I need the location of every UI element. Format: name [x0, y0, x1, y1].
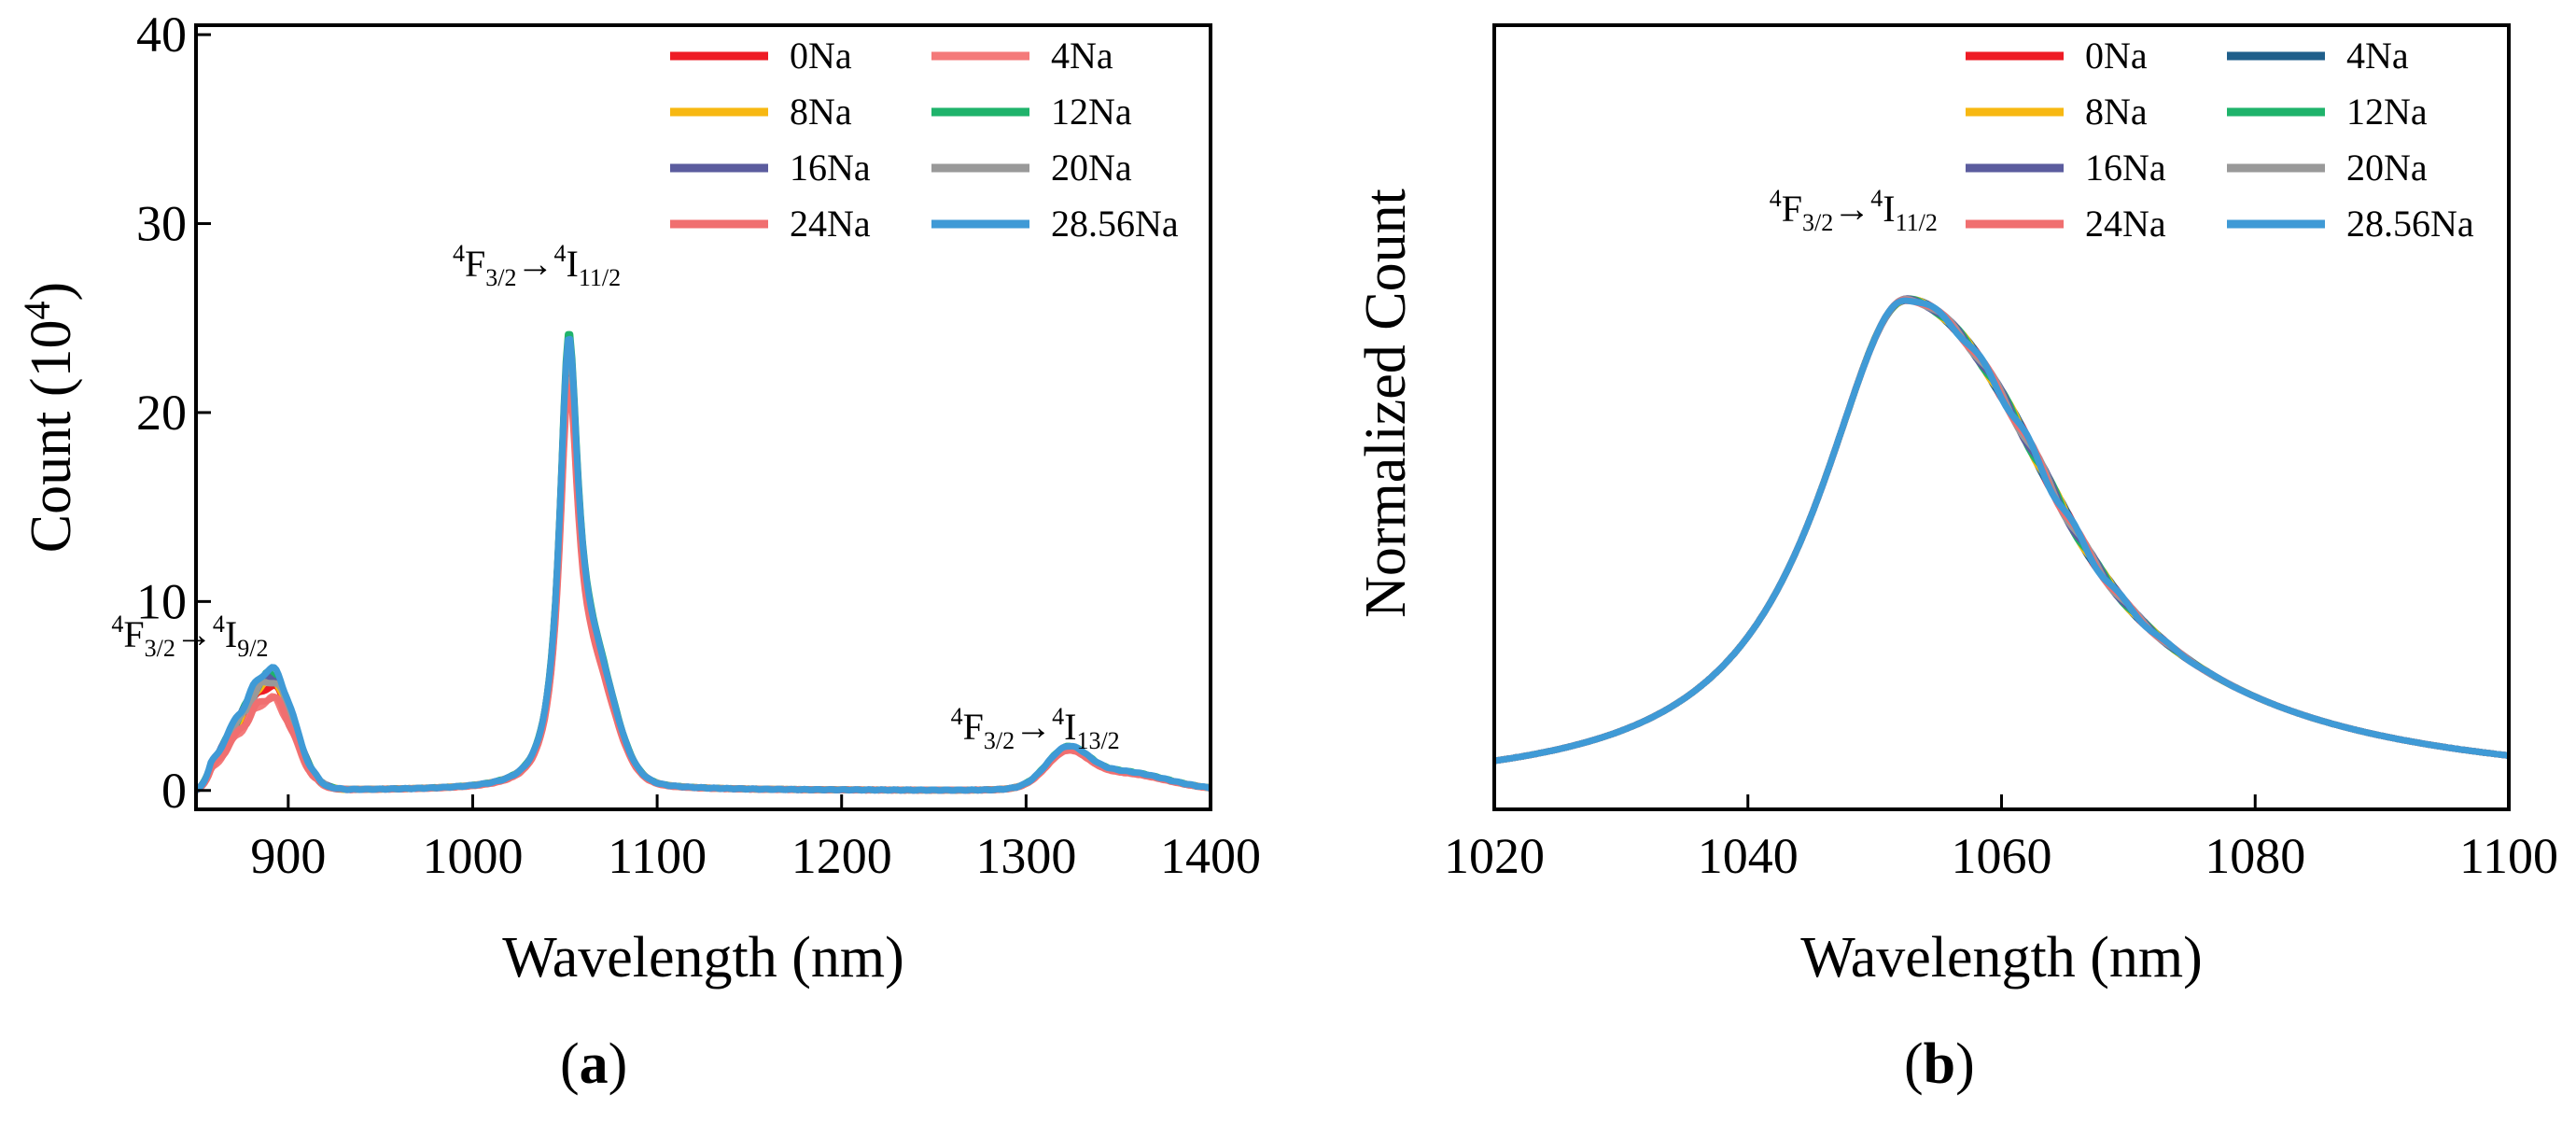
legend-label-20Na: 20Na [2346, 147, 2428, 189]
x-tick-label: 1100 [608, 828, 707, 884]
y-tick-label: 20 [136, 385, 187, 441]
label-arrow: → [1833, 188, 1870, 230]
legend-label-12Na: 12Na [2346, 91, 2428, 133]
legend-label-24Na: 24Na [790, 203, 871, 245]
label-subscript: 11/2 [1896, 209, 1938, 236]
legend-label-20Na: 20Na [1051, 147, 1132, 189]
y-axis-label: Normalized Count [1354, 189, 1418, 618]
series-line-16Na [1492, 295, 2511, 765]
caption-b: (b) [1904, 1032, 1975, 1096]
label-superscript: 4 [1770, 185, 1782, 212]
series-line-28.56Na [1492, 297, 2511, 765]
transition-label-0-2: 4F3/2→4I13/2 [951, 703, 1120, 754]
label-arrow: → [175, 613, 213, 655]
label-subscript: 11/2 [579, 264, 621, 291]
series-line-4Na [1492, 296, 2511, 765]
label-term: F [123, 613, 144, 655]
x-tick-label: 900 [250, 828, 326, 884]
legend-label-24Na: 24Na [2085, 203, 2166, 245]
label-term: I [1064, 706, 1076, 748]
y-label-close: ) [20, 282, 83, 302]
legend-label-8Na: 8Na [790, 91, 852, 133]
x-tick-label: 1300 [975, 828, 1076, 884]
legend-label-28.56Na: 28.56Na [1051, 203, 1179, 245]
label-term: I [1883, 188, 1895, 230]
x-axis-label: Wavelength (nm) [1800, 926, 2203, 990]
x-tick-label: 1100 [2459, 828, 2558, 884]
label-arrow: → [517, 243, 554, 285]
series-line-12Na [1492, 295, 2511, 765]
transition-label-0-0: 4F3/2→4I9/2 [111, 611, 268, 662]
caption-b-letter: b [1923, 1032, 1956, 1096]
label-subscript: 3/2 [1802, 209, 1833, 236]
series-line-28.56Na [193, 335, 1212, 794]
legend-label-4Na: 4Na [1051, 35, 1113, 77]
label-superscript: 4 [213, 611, 225, 638]
legend-label-16Na: 16Na [790, 147, 871, 189]
series-line-24Na [1492, 296, 2511, 765]
x-tick-label: 1080 [2205, 828, 2305, 884]
label-term: F [1782, 188, 1802, 230]
legend-label-0Na: 0Na [790, 35, 852, 77]
legend-label-16Na: 16Na [2085, 147, 2166, 189]
x-tick-label: 1020 [1444, 828, 1545, 884]
label-superscript: 4 [554, 240, 567, 267]
y-tick-label: 10 [136, 573, 187, 629]
y-label-superscript: 4 [16, 301, 58, 319]
label-superscript: 4 [111, 611, 123, 638]
label-term: F [465, 243, 485, 285]
x-tick-label: 1200 [791, 828, 892, 884]
label-subscript: 3/2 [485, 264, 516, 291]
label-subscript: 9/2 [237, 635, 268, 662]
label-subscript: 3/2 [984, 727, 1015, 754]
y-tick-label: 0 [161, 763, 187, 819]
transition-label-1-0: 4F3/2→4I11/2 [1770, 185, 1938, 236]
x-tick-label: 1060 [1952, 828, 2052, 884]
caption-a: (a) [560, 1032, 628, 1096]
legend-label-0Na: 0Na [2085, 35, 2148, 77]
label-superscript: 4 [453, 240, 465, 267]
label-subscript: 13/2 [1076, 727, 1119, 754]
x-tick-label: 1400 [1160, 828, 1261, 884]
legend-label-4Na: 4Na [2346, 35, 2409, 77]
legend-label-8Na: 8Na [2085, 91, 2148, 133]
plot-frame [1492, 23, 2511, 811]
y-tick-label: 40 [136, 7, 187, 63]
x-tick-label: 1000 [422, 828, 523, 884]
label-term: I [567, 243, 579, 285]
legend-label-12Na: 12Na [1051, 91, 1132, 133]
y-axis-label: Count (104) [16, 282, 83, 553]
label-superscript: 4 [951, 703, 963, 730]
y-label-text: Count (10 [20, 319, 83, 553]
label-superscript: 4 [1052, 703, 1064, 730]
legend-label-28.56Na: 28.56Na [2346, 203, 2474, 245]
caption-a-letter: a [579, 1032, 609, 1096]
label-superscript: 4 [1870, 185, 1883, 212]
transition-label-0-1: 4F3/2→4I11/2 [453, 240, 621, 291]
label-term: I [225, 613, 237, 655]
x-axis-label: Wavelength (nm) [502, 926, 904, 990]
series-line-8Na [1492, 295, 2511, 765]
label-term: F [963, 706, 984, 748]
series-line-20Na [1492, 295, 2511, 765]
y-tick-label: 30 [136, 196, 187, 252]
label-arrow: → [1015, 706, 1052, 748]
plot-frame [194, 23, 1212, 811]
x-tick-label: 1040 [1698, 828, 1799, 884]
label-subscript: 3/2 [145, 635, 175, 662]
series-line-0Na [1492, 297, 2511, 765]
